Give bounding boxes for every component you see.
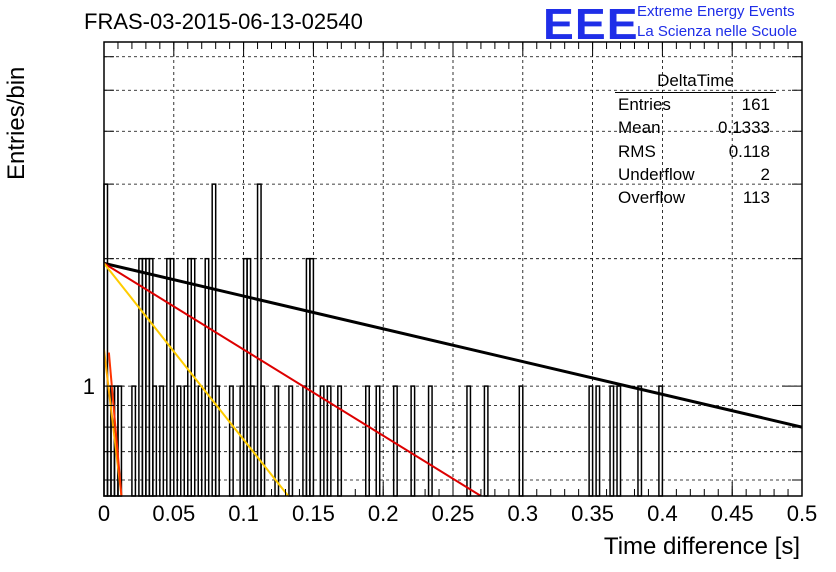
x-tick-label: 0.2 [368,501,399,526]
histogram-bin [616,385,622,497]
x-tick-label: 0.15 [292,501,335,526]
histogram-title: FRAS-03-2015-06-13-02540 [84,9,363,34]
stats-row: Mean 0.1333 [611,116,776,139]
histogram-bin [288,385,294,497]
histogram-bin [309,257,315,497]
stats-row: Entries 161 [611,93,776,116]
histogram-bin [249,385,255,497]
stats-row: RMS 0.118 [611,140,776,163]
stats-label: Mean [618,118,661,138]
histogram-bin [131,385,137,497]
histogram-bin [176,385,182,497]
logo-line-2: La Scienza nelle Scuole [637,23,798,40]
histogram-bin [658,385,664,497]
histogram-bin [483,385,489,497]
histogram-bin [159,385,165,497]
x-tick-label: 0.5 [787,501,818,526]
stats-value: 2 [760,164,770,184]
stats-value: 161 [741,95,770,114]
histogram-bin [152,385,158,497]
histogram-bin [427,385,433,497]
histogram-bin [609,385,615,497]
x-tick-label: 0.35 [571,501,614,526]
histogram-bin [365,385,370,497]
histogram-bin [204,257,210,497]
stats-label: Underflow [618,164,695,184]
x-tick-label: 0.25 [432,501,475,526]
stats-value: 0.118 [728,141,770,161]
eee-logo: EEE [543,0,639,49]
stats-box: DeltaTime Entries 161 Mean 0.1333 RMS 0.118 Un… [611,70,776,209]
histogram-bin [518,385,524,497]
stats-title: DeltaTime [615,70,776,93]
histogram-bin [228,385,234,497]
histogram-bin [197,385,203,497]
stats-label: Overflow [618,188,686,208]
y-tick-label: 1 [83,374,95,399]
stats-value: 113 [742,188,770,208]
stats-row: Underflow 2 [611,163,776,186]
x-axis-label: Time difference [s] [603,533,800,560]
fit-line [104,262,482,496]
fit-line [104,262,290,496]
x-tick-label: 0 [98,501,110,526]
histogram-bin [392,385,398,497]
histogram-bin [466,385,472,497]
histogram-bin [260,385,266,497]
x-tick-label: 0.45 [711,501,754,526]
x-tick-label: 0.1 [228,501,259,526]
histogram-bin [375,385,381,497]
x-tick-label: 0.4 [647,501,678,526]
histogram-bin [595,385,601,497]
stats-row: Overflow 113 [611,186,776,209]
fit-line [107,352,123,496]
histogram-bin [214,385,220,497]
histogram-bin [169,257,175,497]
x-tick-label: 0.05 [152,501,195,526]
histogram-bin [410,385,416,497]
logo-line-1: Extreme Energy Events [637,3,795,20]
stats-label: RMS [618,141,656,161]
histogram-bin [588,385,594,497]
histogram-bin [337,385,343,497]
stats-label: Entries [618,95,671,114]
fit-line [104,261,802,429]
x-tick-label: 0.3 [508,501,539,526]
histogram-bin [319,385,325,497]
histogram-bin [637,385,643,497]
stats-value: 0.1333 [718,118,770,138]
